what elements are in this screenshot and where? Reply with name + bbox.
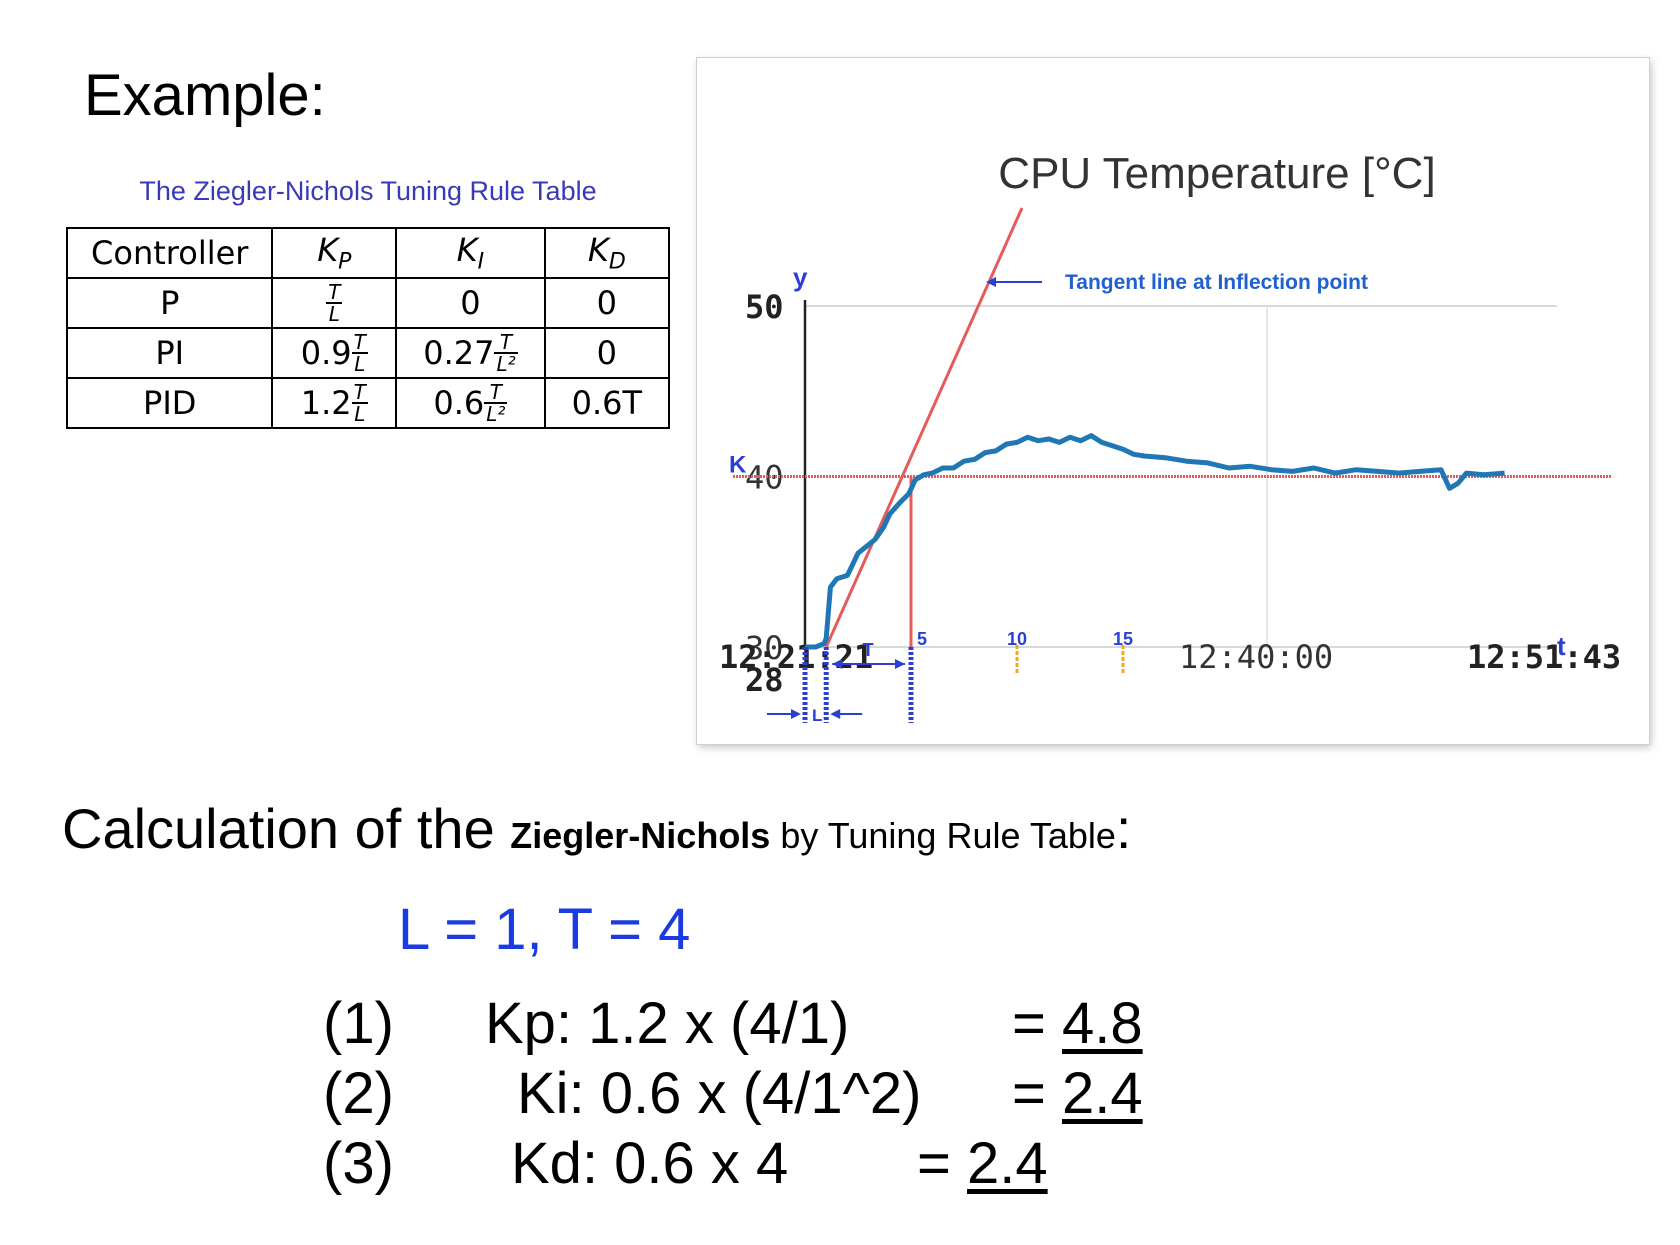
arrowhead bbox=[895, 659, 905, 669]
table-row: PI 0.9 T L 0.27 T L² 0 bbox=[65, 327, 671, 379]
minute-marker-label: 10 bbox=[1007, 629, 1027, 649]
cell-ki: 0.6 T L² bbox=[395, 377, 546, 429]
cell-ki: 0.27 T L² bbox=[395, 327, 546, 379]
fraction: T L² bbox=[494, 330, 518, 376]
tangent-annotation: Tangent line at Inflection point bbox=[1065, 271, 1368, 294]
L-label: L bbox=[812, 706, 822, 725]
page-heading: Example: bbox=[84, 63, 326, 128]
arrowhead bbox=[830, 709, 841, 719]
given-values: L = 1, T = 4 bbox=[398, 897, 691, 962]
cell-kp: 0.9 T L bbox=[271, 327, 398, 379]
equation-number: (2) bbox=[323, 1061, 394, 1126]
k-label: K bbox=[729, 452, 747, 479]
arrowhead bbox=[986, 277, 996, 287]
y-axis-label: y bbox=[793, 262, 808, 292]
tangent-line bbox=[824, 207, 1024, 648]
x-tick-label: 12:40:00 bbox=[1179, 638, 1333, 676]
equation-lhs: Ki: 0.6 x (4/1^2) bbox=[517, 1061, 922, 1126]
header-controller: Controller bbox=[65, 227, 274, 279]
header-kp: KP bbox=[271, 227, 398, 279]
cell-kd: 0 bbox=[543, 327, 671, 379]
calc-suffix: : bbox=[1115, 797, 1132, 860]
arrowhead bbox=[791, 709, 801, 719]
equation-lhs: Kp: 1.2 x (4/1) bbox=[485, 991, 850, 1056]
fraction: T L² bbox=[484, 380, 508, 426]
minute-marker-label: 15 bbox=[1113, 629, 1133, 649]
equation-number: (1) bbox=[323, 991, 394, 1056]
table-row: PID 1.2 T L 0.6 T L² 0.6T bbox=[65, 377, 671, 429]
equation-number: (3) bbox=[323, 1131, 394, 1196]
y-tick-label: 30 bbox=[745, 629, 784, 667]
cell-controller: PI bbox=[65, 327, 274, 379]
x-tick-label: 12:21:21 bbox=[719, 638, 873, 676]
calc-prefix: Calculation of the bbox=[62, 797, 511, 860]
header-ki: KI bbox=[395, 227, 546, 279]
table-title: The Ziegler-Nichols Tuning Rule Table bbox=[139, 176, 597, 206]
header-kd: KD bbox=[543, 227, 671, 279]
y-tick-label: 28 bbox=[745, 661, 784, 699]
T-label: T bbox=[863, 640, 874, 660]
equation-result: = 4.8 bbox=[1012, 991, 1143, 1056]
x-tick-label: 12:51:43 bbox=[1467, 638, 1621, 676]
cell-kd: 0.6T bbox=[543, 377, 671, 429]
cell-controller: P bbox=[65, 277, 274, 329]
y-tick-label: 50 bbox=[745, 288, 784, 326]
cell-kp: 1.2 T L bbox=[271, 377, 398, 429]
chart-panel: CPU Temperature [°C] y t 50 40 30 28 K 12:21:21 1… bbox=[697, 58, 1649, 744]
table-header-row: Controller KP KI KD bbox=[65, 227, 671, 279]
cell-kd: 0 bbox=[543, 277, 671, 329]
calc-middle: by Tuning Rule Table bbox=[770, 815, 1116, 856]
minute-marker-label: 5 bbox=[917, 629, 927, 649]
arrowhead bbox=[832, 659, 843, 669]
calc-heading: Calculation of the Ziegler-Nichols by Tu… bbox=[62, 796, 1131, 861]
cell-ki: 0 bbox=[395, 277, 546, 329]
calc-method: Ziegler-Nichols bbox=[510, 815, 771, 856]
equation-result: = 2.4 bbox=[917, 1131, 1048, 1196]
equation-result: = 2.4 bbox=[1012, 1061, 1143, 1126]
equation-lhs: Kd: 0.6 x 4 bbox=[511, 1131, 789, 1196]
x-axis-label: t bbox=[1557, 631, 1566, 661]
cell-controller: PID bbox=[65, 377, 274, 429]
chart-title: CPU Temperature [°C] bbox=[998, 149, 1435, 198]
temperature-series-line bbox=[805, 433, 1505, 650]
